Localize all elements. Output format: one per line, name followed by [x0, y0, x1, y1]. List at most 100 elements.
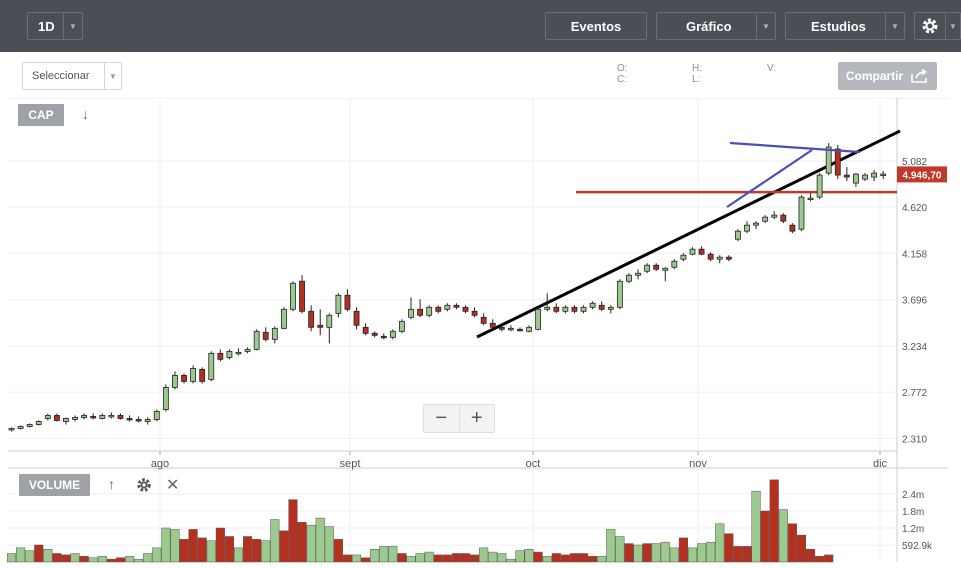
candle-up: [871, 172, 877, 178]
volume-readout-label: V:: [767, 63, 777, 74]
volume-bar-down: [361, 557, 371, 563]
candle-down: [834, 148, 841, 176]
candle-up: [389, 330, 396, 338]
candle-down: [353, 310, 360, 326]
volume-bar-up: [706, 541, 716, 563]
candle-up: [326, 314, 333, 328]
volume-bar-up: [633, 544, 643, 563]
volume-bar-up: [751, 490, 761, 563]
zoom-out-button[interactable]: −: [424, 405, 460, 432]
candle-down: [217, 352, 224, 360]
open-label: O:: [617, 63, 628, 74]
candle-up: [689, 248, 696, 255]
candle-down: [462, 306, 469, 312]
candle-up: [762, 216, 769, 222]
volume-bar-down: [433, 554, 443, 563]
candle-down: [498, 326, 505, 330]
volume-bar-up: [43, 549, 53, 563]
volume-bar-up: [406, 556, 416, 563]
candle-down: [517, 328, 523, 332]
candle-down: [299, 280, 305, 312]
candle-down: [308, 310, 315, 328]
volume-bar-down: [560, 554, 570, 563]
gear-icon[interactable]: [136, 477, 152, 493]
candle-down: [371, 332, 378, 336]
candle-up: [798, 196, 805, 230]
volume-bar-down: [61, 554, 71, 563]
candle-up: [208, 352, 215, 380]
volume-bar-up: [660, 541, 670, 563]
volume-bar-down: [342, 554, 353, 563]
zoom-in-button[interactable]: +: [470, 407, 483, 429]
candle-down: [262, 331, 269, 340]
volume-bar-up: [97, 556, 107, 563]
volume-bar-down: [733, 546, 743, 563]
candle-up: [662, 267, 669, 271]
price-chart[interactable]: 5.082 4.620 4.158 3.696 3.234 2.772 2.310 ago se…: [0, 98, 961, 568]
candle-down: [117, 415, 124, 419]
volume-bar-up: [16, 547, 26, 563]
candle-up: [635, 272, 641, 276]
volume-bar-up: [515, 550, 525, 563]
candle-up: [162, 387, 169, 410]
volume-bar-down: [805, 549, 816, 563]
candle-up: [44, 415, 51, 419]
candle-up: [744, 224, 750, 232]
ohlc-readout-hl: H: L:: [692, 63, 702, 85]
chevron-down-icon: ▼: [756, 13, 775, 39]
date-tick-label: oct: [526, 458, 541, 470]
volume-bar-up: [687, 547, 698, 563]
candle-up: [526, 326, 532, 332]
candle-up: [290, 282, 296, 310]
last-price-badge: [897, 166, 947, 183]
chevron-down-icon: ▼: [885, 13, 904, 39]
settings-dropdown[interactable]: ▼: [914, 12, 961, 40]
volume-bar-down: [297, 522, 307, 563]
candle-down: [199, 368, 206, 382]
ohlc-readout-oc: O: C:: [617, 63, 628, 85]
candle-up: [426, 306, 433, 316]
candle-down: [471, 310, 478, 316]
arrow-up-icon[interactable]: ↑: [108, 476, 115, 492]
candle-up: [671, 260, 678, 268]
volume-bar-up: [351, 554, 362, 563]
volume-bar-up: [261, 540, 271, 563]
chart-type-dropdown[interactable]: Gráfico ▼: [656, 12, 776, 40]
volume-bar-down: [588, 556, 598, 563]
chart-type-label: Gráfico: [686, 18, 732, 34]
candle-up: [244, 348, 251, 352]
candle-up: [607, 306, 614, 310]
candle-up: [226, 350, 233, 358]
candle-down: [126, 418, 133, 421]
select-placeholder: Seleccionar: [32, 70, 90, 82]
close-icon[interactable]: ✕: [166, 477, 180, 494]
volume-bar-up: [415, 553, 425, 563]
studies-dropdown[interactable]: Estudios ▼: [785, 12, 905, 40]
candle-up: [807, 197, 814, 201]
candle-down: [553, 306, 560, 312]
volume-bar-up: [615, 536, 625, 563]
candle-up: [108, 415, 115, 418]
volume-bar-up: [170, 529, 180, 563]
symbol-select[interactable]: Seleccionar ▼: [22, 62, 122, 90]
interval-dropdown[interactable]: 1D ▼: [27, 12, 83, 40]
volume-bar-down: [252, 539, 262, 563]
volume-bar-down: [224, 536, 234, 563]
volume-bar-down: [451, 553, 461, 563]
volume-bar-down: [742, 546, 752, 563]
volume-tick-label: 1.8m: [902, 507, 924, 518]
candle-up: [880, 173, 887, 176]
arrow-down-icon[interactable]: ↓: [82, 106, 89, 122]
volume-panel-tag: VOLUME: [19, 474, 90, 496]
share-button[interactable]: Compartir: [838, 62, 937, 90]
close-label: C:: [617, 74, 627, 85]
candle-up: [280, 308, 287, 329]
candle-up: [680, 254, 687, 260]
events-button[interactable]: Eventos: [545, 12, 647, 40]
price-tick-label: 2.772: [902, 388, 927, 399]
chevron-down-icon: ▼: [63, 13, 82, 39]
candle-down: [453, 304, 460, 308]
candle-up: [26, 424, 33, 427]
candle-up: [444, 304, 451, 310]
volume-bar-down: [569, 553, 580, 563]
